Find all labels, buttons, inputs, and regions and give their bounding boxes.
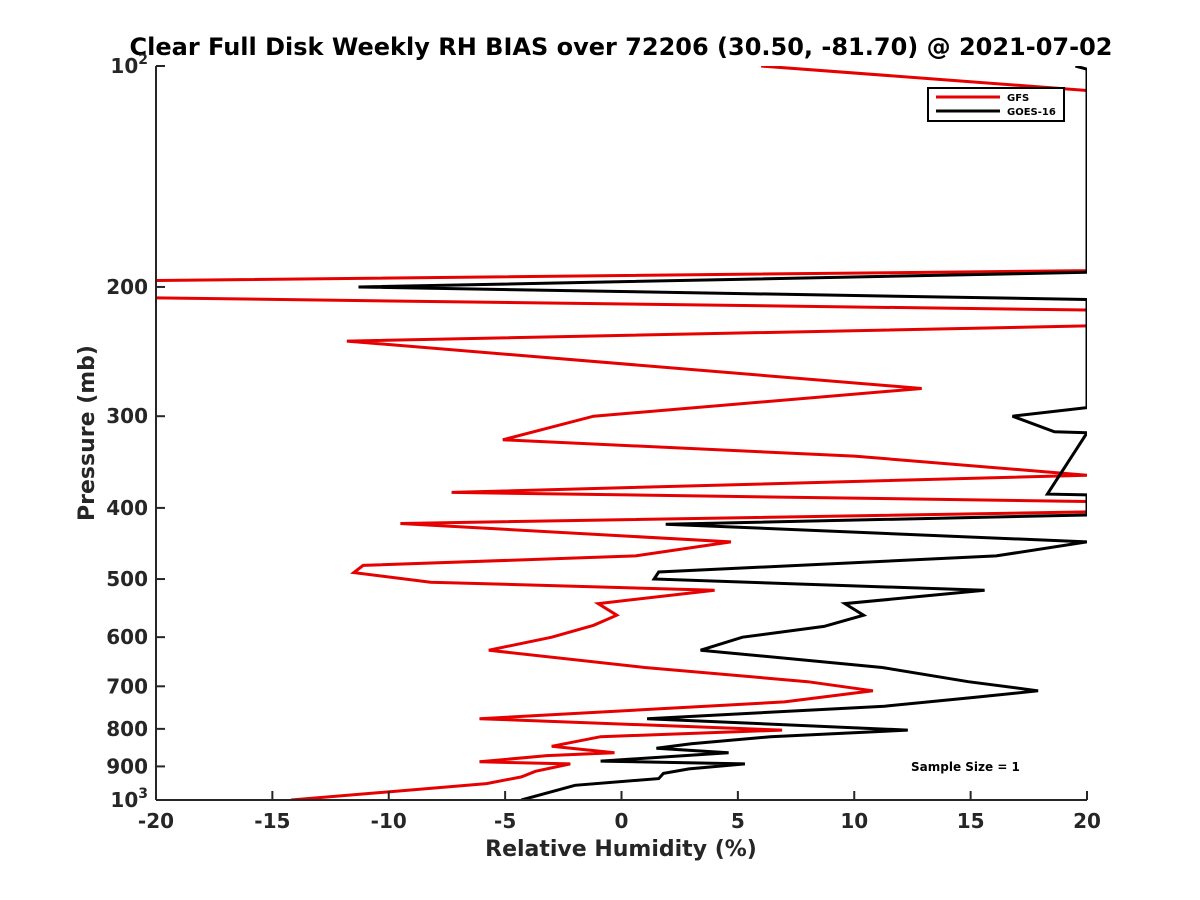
y-tick-label: 700: [106, 674, 148, 698]
legend-label-gfs: GFS: [1007, 93, 1029, 104]
y-tick-label: 600: [106, 625, 148, 649]
x-tick-label: 5: [731, 809, 745, 833]
y-tick-label: 800: [106, 717, 148, 741]
y-tick-label: 900: [106, 754, 148, 778]
sample-size-annotation: Sample Size = 1: [911, 760, 1020, 774]
series-line-gfs: [156, 66, 1087, 800]
legend-box: [927, 87, 1065, 122]
x-tick-label: -20: [138, 809, 174, 833]
x-tick-label: 0: [615, 809, 629, 833]
x-axis-title: Relative Humidity (%): [485, 837, 757, 862]
y-tick-label: 102: [110, 52, 148, 78]
x-tick-label: 10: [840, 809, 868, 833]
y-tick-label: 200: [106, 275, 148, 299]
x-tick-label: -5: [494, 809, 516, 833]
y-tick-label: 300: [106, 404, 148, 428]
x-tick-label: 15: [957, 809, 985, 833]
x-tick-label: -10: [371, 809, 407, 833]
tick-layer: -20 -15 -10 -5 0 5 10 15 20 102 200 300 400 500 600 700…: [106, 52, 1101, 833]
axes: [155, 66, 1087, 801]
series-layer: [156, 66, 1087, 800]
legend-label-goes16: GOES-16: [1007, 107, 1056, 118]
y-tick-label: 500: [106, 567, 148, 591]
x-tick-label: 20: [1073, 809, 1101, 833]
y-tick-label: 103: [110, 786, 148, 812]
series-line-goes16: [358, 66, 1087, 800]
legend: GFS GOES-16: [927, 87, 1065, 122]
x-tick-label: -15: [254, 809, 290, 833]
y-axis-title: Pressure (mb): [75, 345, 100, 521]
chart-title: Clear Full Disk Weekly RH BIAS over 7220…: [130, 33, 1113, 61]
y-tick-label: 400: [106, 496, 148, 520]
